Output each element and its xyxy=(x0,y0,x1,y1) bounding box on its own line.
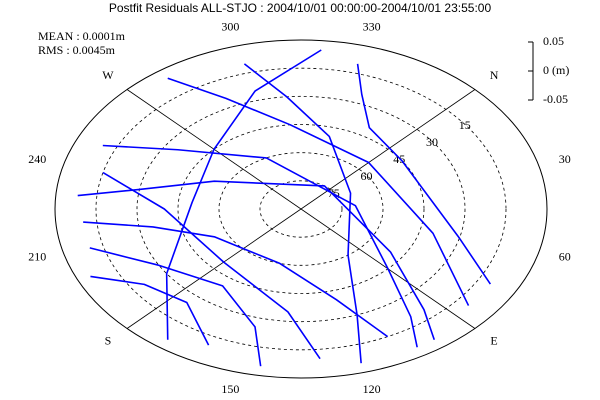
azimuth-label: E xyxy=(490,333,497,347)
chart-title: Postfit Residuals ALL-STJO : 2004/10/01 … xyxy=(109,1,492,15)
satellite-track xyxy=(83,221,389,338)
azimuth-label: N xyxy=(490,68,499,82)
elevation-label: 30 xyxy=(426,135,438,149)
horizon xyxy=(54,39,548,379)
azimuth-label: 150 xyxy=(221,382,239,396)
elevation-ring xyxy=(95,67,507,351)
elevation-label: 60 xyxy=(360,169,372,183)
scale-label: 0 (m) xyxy=(543,63,569,77)
azimuth-label: 60 xyxy=(559,249,571,263)
azimuth-label: 240 xyxy=(28,152,46,166)
azimuth-axis xyxy=(300,89,476,210)
scale-label: -0.05 xyxy=(543,92,568,106)
azimuth-label: W xyxy=(102,68,114,82)
elevation-label: 15 xyxy=(459,118,471,132)
azimuth-label: 120 xyxy=(363,382,381,396)
satellite-track xyxy=(89,247,262,367)
azimuth-label: S xyxy=(105,333,112,347)
elevation-ring xyxy=(136,95,466,323)
elevation-ring xyxy=(177,124,425,294)
azimuth-label: 330 xyxy=(363,20,381,34)
mean-label: MEAN : 0.0001m xyxy=(38,29,126,43)
azimuth-label: 300 xyxy=(221,20,239,34)
rms-label: RMS : 0.0045m xyxy=(38,43,116,57)
elevation-ring xyxy=(259,180,343,238)
satellite-track xyxy=(77,180,436,341)
azimuth-label: 210 xyxy=(28,249,46,263)
satellite-track xyxy=(90,275,210,346)
scale-label: 0.05 xyxy=(543,34,564,48)
elevation-ring xyxy=(218,152,384,266)
satellite-track xyxy=(167,77,470,306)
satellite-track xyxy=(356,63,492,285)
satellite-track xyxy=(102,171,321,360)
satellite-track xyxy=(165,49,322,340)
satellite-track xyxy=(102,144,418,348)
azimuth-label: 30 xyxy=(559,152,571,166)
azimuth-axis xyxy=(126,208,302,329)
elevation-label: 75 xyxy=(328,186,340,200)
